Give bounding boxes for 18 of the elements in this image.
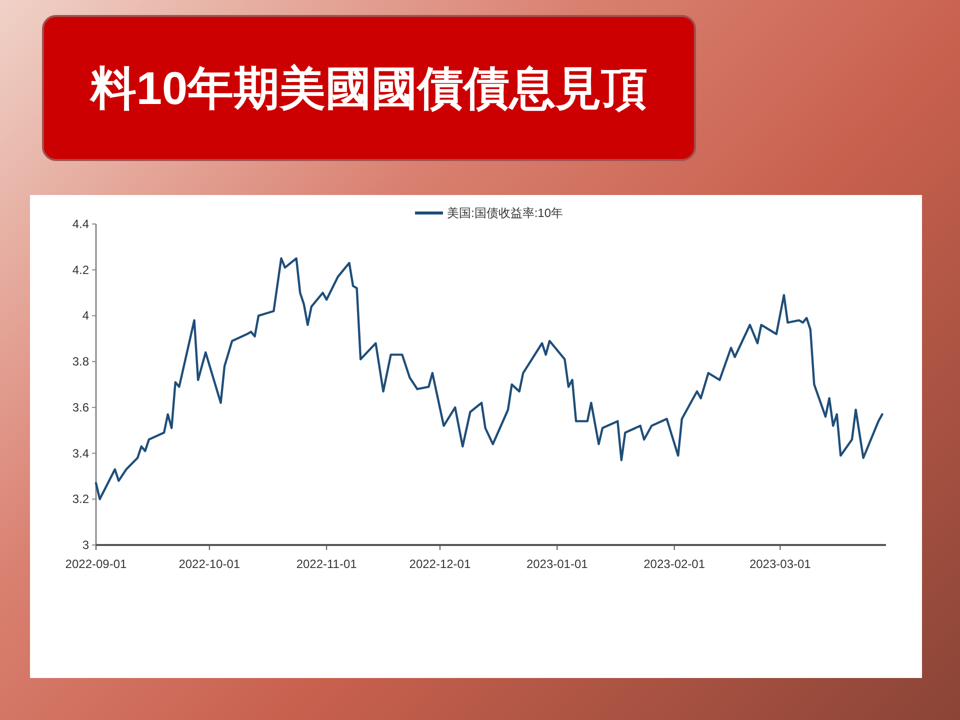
y-tick-label: 4 bbox=[82, 308, 90, 323]
y-tick-label: 3.8 bbox=[72, 354, 90, 369]
legend: 美国:国债收益率:10年 bbox=[415, 206, 564, 220]
chart-title: 料10年期美國國債債息見頂 bbox=[44, 17, 694, 159]
y-tick-label: 4.2 bbox=[72, 262, 90, 277]
x-tick-label: 2023-01-01 bbox=[526, 557, 588, 571]
x-tick-label: 2023-02-01 bbox=[644, 557, 706, 571]
x-tick-label: 2022-12-01 bbox=[409, 557, 471, 571]
x-tick-label: 2022-09-01 bbox=[65, 557, 128, 571]
y-tick-label: 3.4 bbox=[72, 446, 90, 460]
y-tick-label: 3.2 bbox=[72, 492, 90, 506]
y-tick-label: 3.6 bbox=[72, 400, 90, 414]
y-tick-label: 4.4 bbox=[72, 217, 90, 231]
legend-label: 美国:国债收益率:10年 bbox=[447, 206, 564, 220]
y-tick-label: 3 bbox=[82, 538, 90, 552]
x-tick-label: 2022-11-01 bbox=[296, 557, 358, 571]
x-tick-label: 2022-10-01 bbox=[178, 557, 240, 571]
x-tick-label: 2023-03-01 bbox=[749, 557, 812, 571]
